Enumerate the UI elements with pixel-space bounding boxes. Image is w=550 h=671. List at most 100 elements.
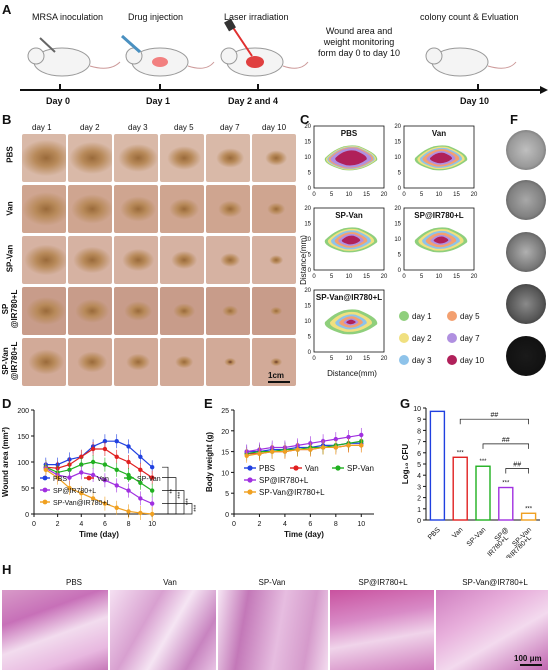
contour-area xyxy=(429,152,453,164)
significance-bracket xyxy=(162,503,193,515)
tick-label: 10 xyxy=(346,274,353,280)
photo-day-header: day 1 xyxy=(32,123,52,132)
tick-label: 10 xyxy=(394,155,401,161)
plot-frame xyxy=(403,125,475,189)
comparison-label: ## xyxy=(513,461,521,468)
tick-label: 20 xyxy=(394,124,401,130)
y-tick-label: 2 xyxy=(417,496,421,503)
category-label: SP-Van xyxy=(466,526,488,548)
cfu-bar-chart: 0 1 2 3 4 5 6 7 8 9 10 Log₁₀ CFU PBS *** Van *** SP-Van *… xyxy=(401,406,540,558)
data-point xyxy=(149,511,155,517)
panel-label-b: B xyxy=(2,112,12,127)
legend-swatch xyxy=(399,333,409,343)
tick-label: 5 xyxy=(330,192,334,198)
legend-label: day 5 xyxy=(460,312,480,321)
y-tick-label: 4 xyxy=(417,473,421,480)
data-point xyxy=(308,447,313,452)
tick-label: 5 xyxy=(398,171,402,177)
tick-label: 20 xyxy=(471,192,478,198)
x-tick-label: 10 xyxy=(357,521,365,528)
data-point xyxy=(346,434,351,440)
legend-label: SP-Van xyxy=(137,476,161,483)
legend-marker xyxy=(247,489,253,495)
tick-label: 0 xyxy=(402,274,406,280)
legend-label: PBS xyxy=(259,464,275,473)
wound-photo xyxy=(68,338,112,386)
day-label: Day 0 xyxy=(46,96,71,106)
event-label: Wound area and weight monitoring form da… xyxy=(318,26,401,58)
data-point xyxy=(359,432,364,438)
panel-label-f: F xyxy=(510,112,518,127)
legend-label: PBS xyxy=(53,476,67,483)
data-point xyxy=(90,472,96,478)
contour-title: SP-Van xyxy=(335,211,363,220)
contour-area xyxy=(346,319,356,325)
legend-label: Van xyxy=(97,476,109,483)
day-label: Day 1 xyxy=(146,96,171,106)
photo-day-header: day 3 xyxy=(128,123,148,132)
y-tick-label: 15 xyxy=(221,450,229,457)
data-point xyxy=(67,475,72,480)
wound-photo xyxy=(114,134,158,182)
contour-plot: Van 0 5 10 15 20 0 5 10 15 20 xyxy=(394,124,478,198)
contour-title: SP-Van@IR780+L xyxy=(316,293,382,302)
wound-photo xyxy=(114,287,158,335)
tick-label: 20 xyxy=(394,206,401,212)
data-point xyxy=(333,436,339,442)
x-tick-label: 0 xyxy=(32,521,36,528)
plot-frame xyxy=(313,207,385,271)
histology-image xyxy=(330,590,434,670)
wound-photo xyxy=(160,287,204,335)
x-axis-label: Time (day) xyxy=(284,530,324,539)
colony-plate xyxy=(506,232,546,272)
data-point xyxy=(138,480,143,485)
wound-photo xyxy=(252,134,296,182)
legend-swatch xyxy=(447,355,457,365)
y-axis-label: Wound area (mm²) xyxy=(1,427,10,497)
tick-label: 0 xyxy=(312,356,316,362)
data-point xyxy=(244,453,249,458)
significance-bracket xyxy=(162,477,177,515)
photo-group-label: SP-Van xyxy=(5,244,15,273)
bar xyxy=(498,486,514,521)
mouse-icon xyxy=(220,18,309,77)
wound-photo xyxy=(252,236,296,284)
data-point xyxy=(114,483,119,488)
tick-label: 20 xyxy=(304,206,311,212)
data-point xyxy=(126,488,131,493)
data-point xyxy=(359,443,364,448)
event-label: Drug injection xyxy=(128,12,184,22)
wound-photo xyxy=(206,134,250,182)
y-tick-label: 100 xyxy=(17,460,29,467)
y-tick-label: 50 xyxy=(21,486,29,493)
bar xyxy=(452,456,468,521)
data-point xyxy=(138,454,143,459)
wound-photo xyxy=(206,185,250,233)
wound-photo xyxy=(22,338,66,386)
tick-label: 15 xyxy=(304,304,311,310)
comparison-bracket xyxy=(482,443,529,449)
legend-label: Van xyxy=(305,464,319,473)
tick-label: 5 xyxy=(420,274,424,280)
panel-label-c: C xyxy=(300,112,310,127)
contour-title: Van xyxy=(432,129,446,138)
wound-photo xyxy=(114,236,158,284)
significance-label: *** xyxy=(502,481,510,487)
y-tick-label: 0 xyxy=(25,512,29,519)
wound-photo xyxy=(206,338,250,386)
legend-label: SP@IR780+L xyxy=(53,488,96,495)
tick-label: 15 xyxy=(304,222,311,228)
data-point xyxy=(67,467,72,472)
tick-label: 0 xyxy=(308,350,312,356)
y-tick-label: 5 xyxy=(417,462,421,469)
significance-label: *** xyxy=(194,504,200,512)
wound-photo xyxy=(160,134,204,182)
data-point xyxy=(79,470,84,475)
contour-area xyxy=(335,150,367,166)
tick-label: 0 xyxy=(398,186,402,192)
x-tick-label: 6 xyxy=(308,521,312,528)
x-tick-label: 8 xyxy=(127,521,131,528)
tick-label: 15 xyxy=(453,274,460,280)
tick-label: 5 xyxy=(308,335,312,341)
wound-photo xyxy=(114,185,158,233)
